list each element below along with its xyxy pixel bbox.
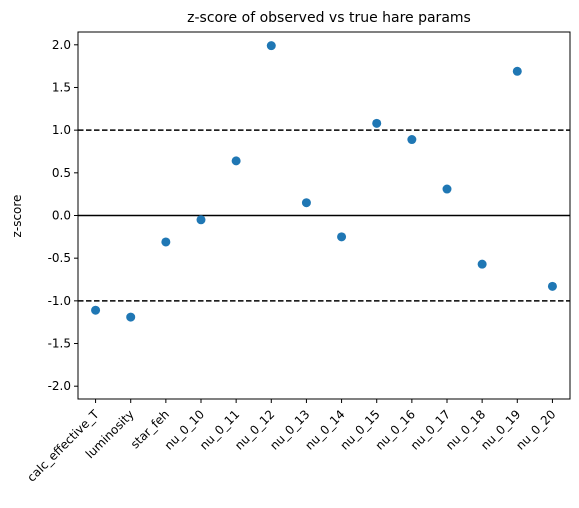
data-point-nu_0_19 bbox=[512, 66, 522, 76]
chart-title: z-score of observed vs true hare params bbox=[187, 10, 471, 26]
data-point-calc_effective_T bbox=[91, 305, 101, 315]
y-tick-label: -1.0 bbox=[48, 294, 71, 308]
y-tick-label: 0.0 bbox=[52, 209, 71, 223]
x-axis-ticks: calc_effective_Tluminositystar_fehnu_0_1… bbox=[24, 399, 559, 485]
data-points bbox=[91, 41, 557, 322]
data-point-star_feh bbox=[161, 237, 171, 247]
y-tick-label: 1.0 bbox=[52, 123, 71, 137]
data-point-nu_0_16 bbox=[407, 135, 417, 145]
y-tick-label: -1.5 bbox=[48, 337, 71, 351]
data-point-luminosity bbox=[126, 312, 136, 322]
y-axis-label: z-score bbox=[10, 195, 24, 238]
y-tick-label: -0.5 bbox=[48, 251, 71, 265]
y-tick-label: 2.0 bbox=[52, 38, 71, 52]
data-point-nu_0_10 bbox=[196, 215, 206, 225]
y-tick-label: 0.5 bbox=[52, 166, 71, 180]
data-point-nu_0_13 bbox=[301, 198, 311, 208]
y-axis-ticks: 2.0 1.5 1.0 0.5 0.0 -0.5 -1.0 -1.5 -2.0 bbox=[48, 38, 78, 393]
y-tick-label: -2.0 bbox=[48, 379, 71, 393]
reference-lines bbox=[78, 129, 570, 302]
data-point-nu_0_15 bbox=[372, 118, 382, 128]
data-point-nu_0_14 bbox=[337, 232, 347, 242]
plot-frame bbox=[77, 31, 571, 400]
data-point-nu_0_17 bbox=[442, 184, 452, 194]
y-tick-label: 1.5 bbox=[52, 80, 71, 94]
data-point-nu_0_18 bbox=[477, 259, 487, 269]
data-point-nu_0_11 bbox=[231, 156, 241, 166]
data-point-nu_0_12 bbox=[266, 41, 276, 51]
data-point-nu_0_20 bbox=[547, 281, 557, 291]
